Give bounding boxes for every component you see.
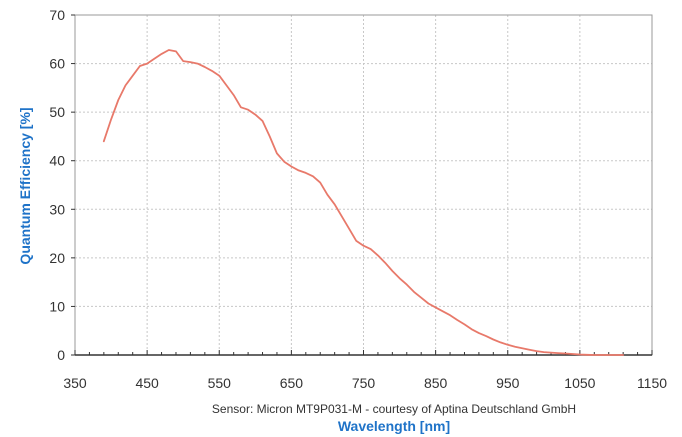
y-tick-label: 50 <box>49 104 65 120</box>
x-tick-label: 550 <box>208 375 232 391</box>
grid <box>75 15 652 355</box>
series-layer <box>102 49 624 356</box>
y-tick-label: 60 <box>49 56 65 72</box>
sensor-caption: Sensor: Micron MT9P031-M - courtesy of A… <box>212 402 576 416</box>
y-tick-label: 30 <box>49 201 65 217</box>
axes <box>71 14 653 356</box>
x-tick-label: 850 <box>424 375 448 391</box>
x-tick-label: 450 <box>135 375 159 391</box>
x-tick-label: 1050 <box>564 375 595 391</box>
x-tick-label: 950 <box>496 375 520 391</box>
y-tick-label: 70 <box>49 7 65 23</box>
tick-labels: 350 450 550 650 750 850 950 1050 1150 0 10 20 30 40 50… <box>49 7 667 391</box>
qe-series-line <box>102 49 624 356</box>
y-tick-label: 40 <box>49 153 65 169</box>
y-tick-label: 0 <box>57 347 65 363</box>
x-tick-label: 1150 <box>637 375 667 391</box>
y-tick-label: 20 <box>49 250 65 266</box>
y-tick-label: 10 <box>49 298 65 314</box>
x-tick-label: 350 <box>63 375 87 391</box>
x-tick-label: 650 <box>280 375 304 391</box>
y-axis-title: Quantum Efficiency [%] <box>17 107 33 264</box>
x-axis-title: Wavelength [nm] <box>338 418 450 434</box>
x-tick-label: 750 <box>352 375 376 391</box>
